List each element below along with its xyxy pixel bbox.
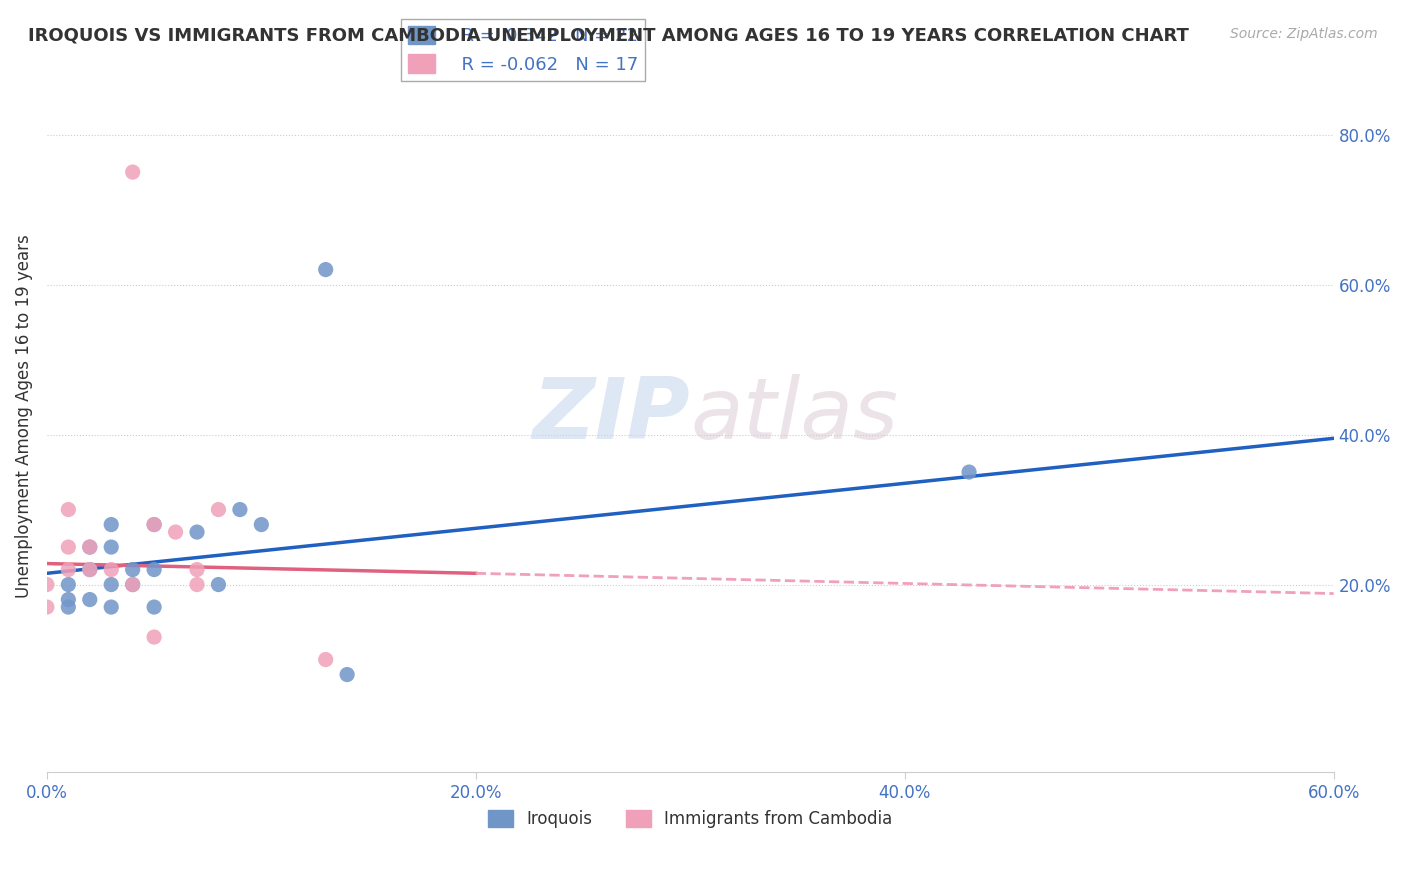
Text: Source: ZipAtlas.com: Source: ZipAtlas.com	[1230, 27, 1378, 41]
Point	[143, 517, 166, 532]
Point	[58, 577, 80, 591]
Point	[58, 563, 80, 577]
Point	[315, 262, 337, 277]
Point	[35, 577, 58, 591]
Point	[58, 592, 80, 607]
Point	[186, 524, 208, 539]
Point	[229, 502, 252, 516]
Point	[121, 577, 143, 591]
Legend: Iroquois, Immigrants from Cambodia: Iroquois, Immigrants from Cambodia	[481, 804, 898, 835]
Point	[35, 600, 58, 615]
Y-axis label: Unemployment Among Ages 16 to 19 years: Unemployment Among Ages 16 to 19 years	[15, 234, 32, 598]
Point	[79, 540, 101, 554]
Point	[121, 577, 143, 591]
Point	[207, 502, 229, 516]
Point	[315, 652, 337, 666]
Point	[100, 563, 122, 577]
Point	[165, 524, 187, 539]
Point	[79, 563, 101, 577]
Point	[100, 577, 122, 591]
Point	[957, 465, 980, 479]
Point	[79, 563, 101, 577]
Point	[186, 577, 208, 591]
Point	[121, 563, 143, 577]
Point	[100, 600, 122, 615]
Point	[79, 540, 101, 554]
Point	[207, 577, 229, 591]
Text: IROQUOIS VS IMMIGRANTS FROM CAMBODIA UNEMPLOYMENT AMONG AGES 16 TO 19 YEARS CORR: IROQUOIS VS IMMIGRANTS FROM CAMBODIA UNE…	[28, 27, 1189, 45]
Point	[58, 600, 80, 615]
Text: ZIP: ZIP	[533, 375, 690, 458]
Point	[58, 502, 80, 516]
Point	[79, 592, 101, 607]
Point	[100, 540, 122, 554]
Point	[250, 517, 273, 532]
Text: atlas: atlas	[690, 375, 898, 458]
Point	[100, 517, 122, 532]
Point	[143, 563, 166, 577]
Point	[58, 540, 80, 554]
Point	[336, 667, 359, 681]
Point	[143, 600, 166, 615]
Point	[143, 630, 166, 644]
Point	[143, 517, 166, 532]
Point	[121, 165, 143, 179]
Point	[186, 563, 208, 577]
